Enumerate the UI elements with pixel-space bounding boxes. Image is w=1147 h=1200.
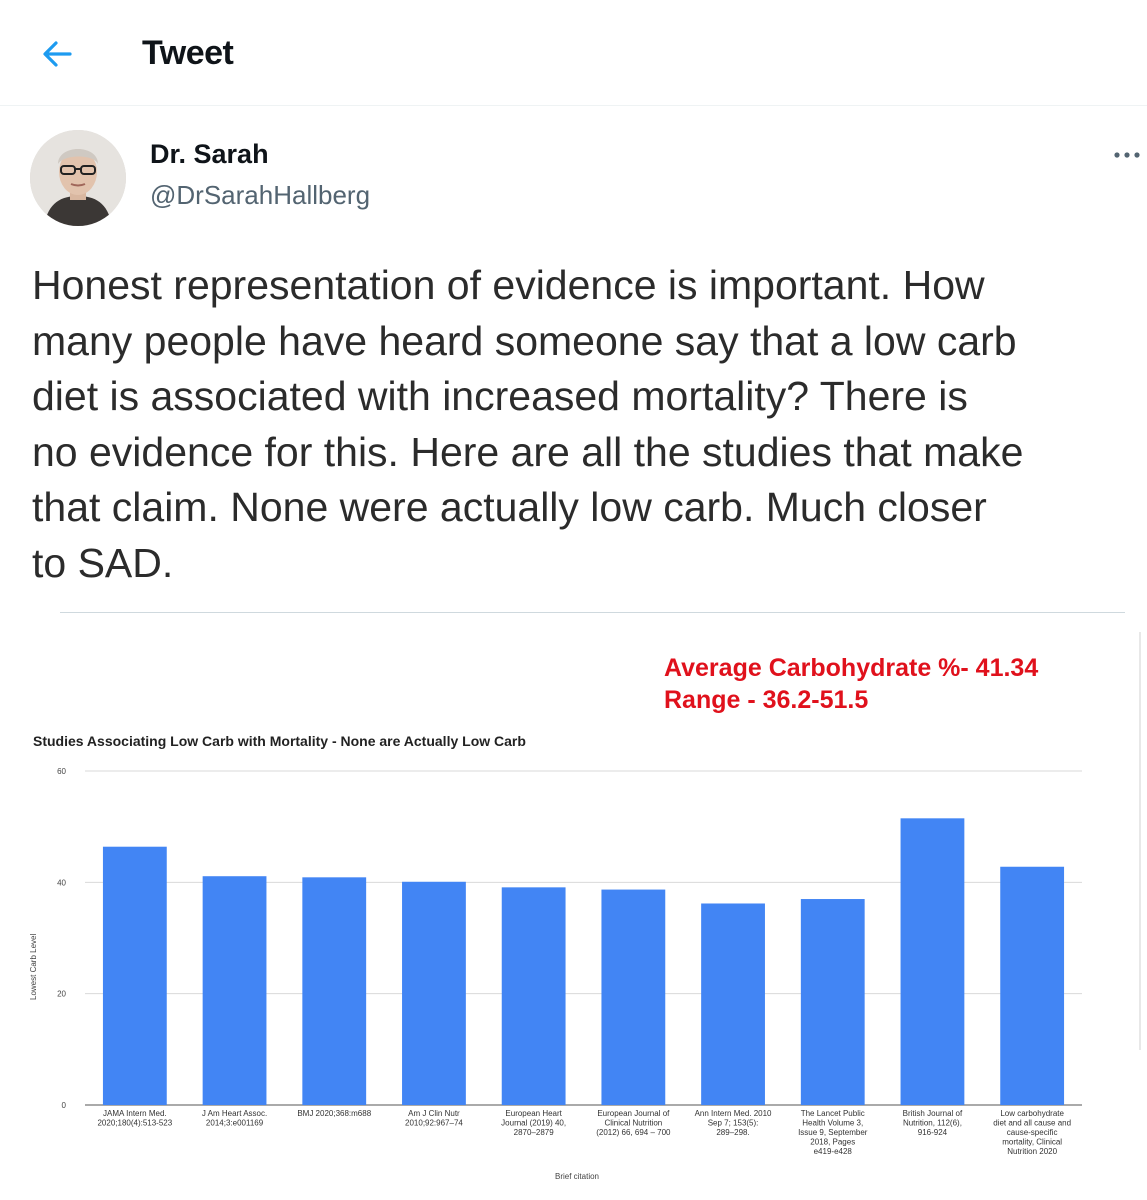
page-title: Tweet: [142, 34, 234, 72]
x-tick-label: J Am Heart Assoc. 2014;3:e001169: [202, 1109, 267, 1128]
x-tick-label: Ann Intern Med. 2010 Sep 7; 153(5): 289–29…: [695, 1109, 772, 1137]
y-tick-label: 40: [57, 878, 66, 887]
chart-bar: [302, 877, 367, 1105]
tweet-text: Honest representation of evidence is imp…: [32, 258, 1147, 591]
tweet-text-line: many people have heard someone say that …: [32, 317, 1017, 364]
chart-bar: [701, 903, 765, 1105]
tweet-text-line: no evidence for this. Here are all the s…: [32, 428, 1024, 475]
chart-bar: [202, 876, 267, 1105]
chart-bar: [501, 887, 566, 1105]
x-tick-label: European Heart Journal (2019) 40, 2870–287…: [501, 1109, 566, 1137]
profile-photo: [30, 130, 126, 226]
chart-gridlines: [85, 770, 1082, 1106]
more-options-button[interactable]: [1110, 145, 1144, 165]
range-annotation: Range - 36.2-51.5: [664, 686, 869, 714]
tweet-text-line: diet is associated with increased mortal…: [32, 373, 968, 419]
avatar[interactable]: [30, 130, 126, 226]
chart-bar: [402, 881, 466, 1105]
tweet-text-line: to SAD.: [32, 539, 174, 586]
x-tick-label: Am J Clin Nutr 2010;92:967–74: [405, 1109, 463, 1128]
chart-bar: [601, 889, 666, 1105]
back-button[interactable]: [36, 32, 84, 76]
y-tick-label: 0: [62, 1101, 67, 1110]
y-tick-label: 60: [57, 767, 66, 776]
chart-title: Studies Associating Low Carb with Mortal…: [33, 733, 526, 749]
chart-bars: [102, 818, 1065, 1105]
chart-bar: [102, 846, 167, 1105]
author-handle[interactable]: @DrSarahHallberg: [150, 180, 371, 210]
x-tick-label: The Lancet Public Health Volume 3, Issue 9…: [798, 1109, 868, 1156]
x-tick-label: European Journal of Clinical Nutrition (20…: [596, 1109, 671, 1137]
y-axis-label: Lowest Carb Level: [29, 934, 38, 1000]
chart-bar: [1000, 866, 1065, 1105]
chart-bar: [900, 818, 965, 1105]
y-tick-label: 20: [57, 990, 66, 999]
x-tick-label: British Journal of Nutrition, 112(6), 916-…: [903, 1109, 963, 1137]
arrow-left-icon: [43, 41, 72, 67]
average-annotation: Average Carbohydrate %- 41.34: [664, 654, 1039, 682]
tweet-text-line: that claim. None were actually low carb.…: [32, 484, 987, 530]
x-axis-labels: JAMA Intern Med. 2020;180(4):513-523 J Am …: [97, 1109, 1071, 1156]
y-axis-ticks: 0 20 40 60: [57, 767, 66, 1110]
divider: [60, 612, 1125, 613]
x-tick-label: JAMA Intern Med. 2020;180(4):513-523: [97, 1109, 172, 1128]
tweet-text-line: Honest representation of evidence is imp…: [32, 262, 985, 308]
more-horizontal-icon: [1114, 152, 1140, 158]
author-name[interactable]: Dr. Sarah: [150, 139, 269, 169]
top-app-bar: Tweet: [0, 0, 1147, 106]
x-tick-label: Low carbohydrate diet and all cause and ca…: [993, 1109, 1071, 1156]
x-axis-label: Brief citation: [555, 1172, 599, 1181]
chart-bar: [800, 899, 865, 1105]
x-tick-label: BMJ 2020;368:m688: [297, 1109, 371, 1118]
